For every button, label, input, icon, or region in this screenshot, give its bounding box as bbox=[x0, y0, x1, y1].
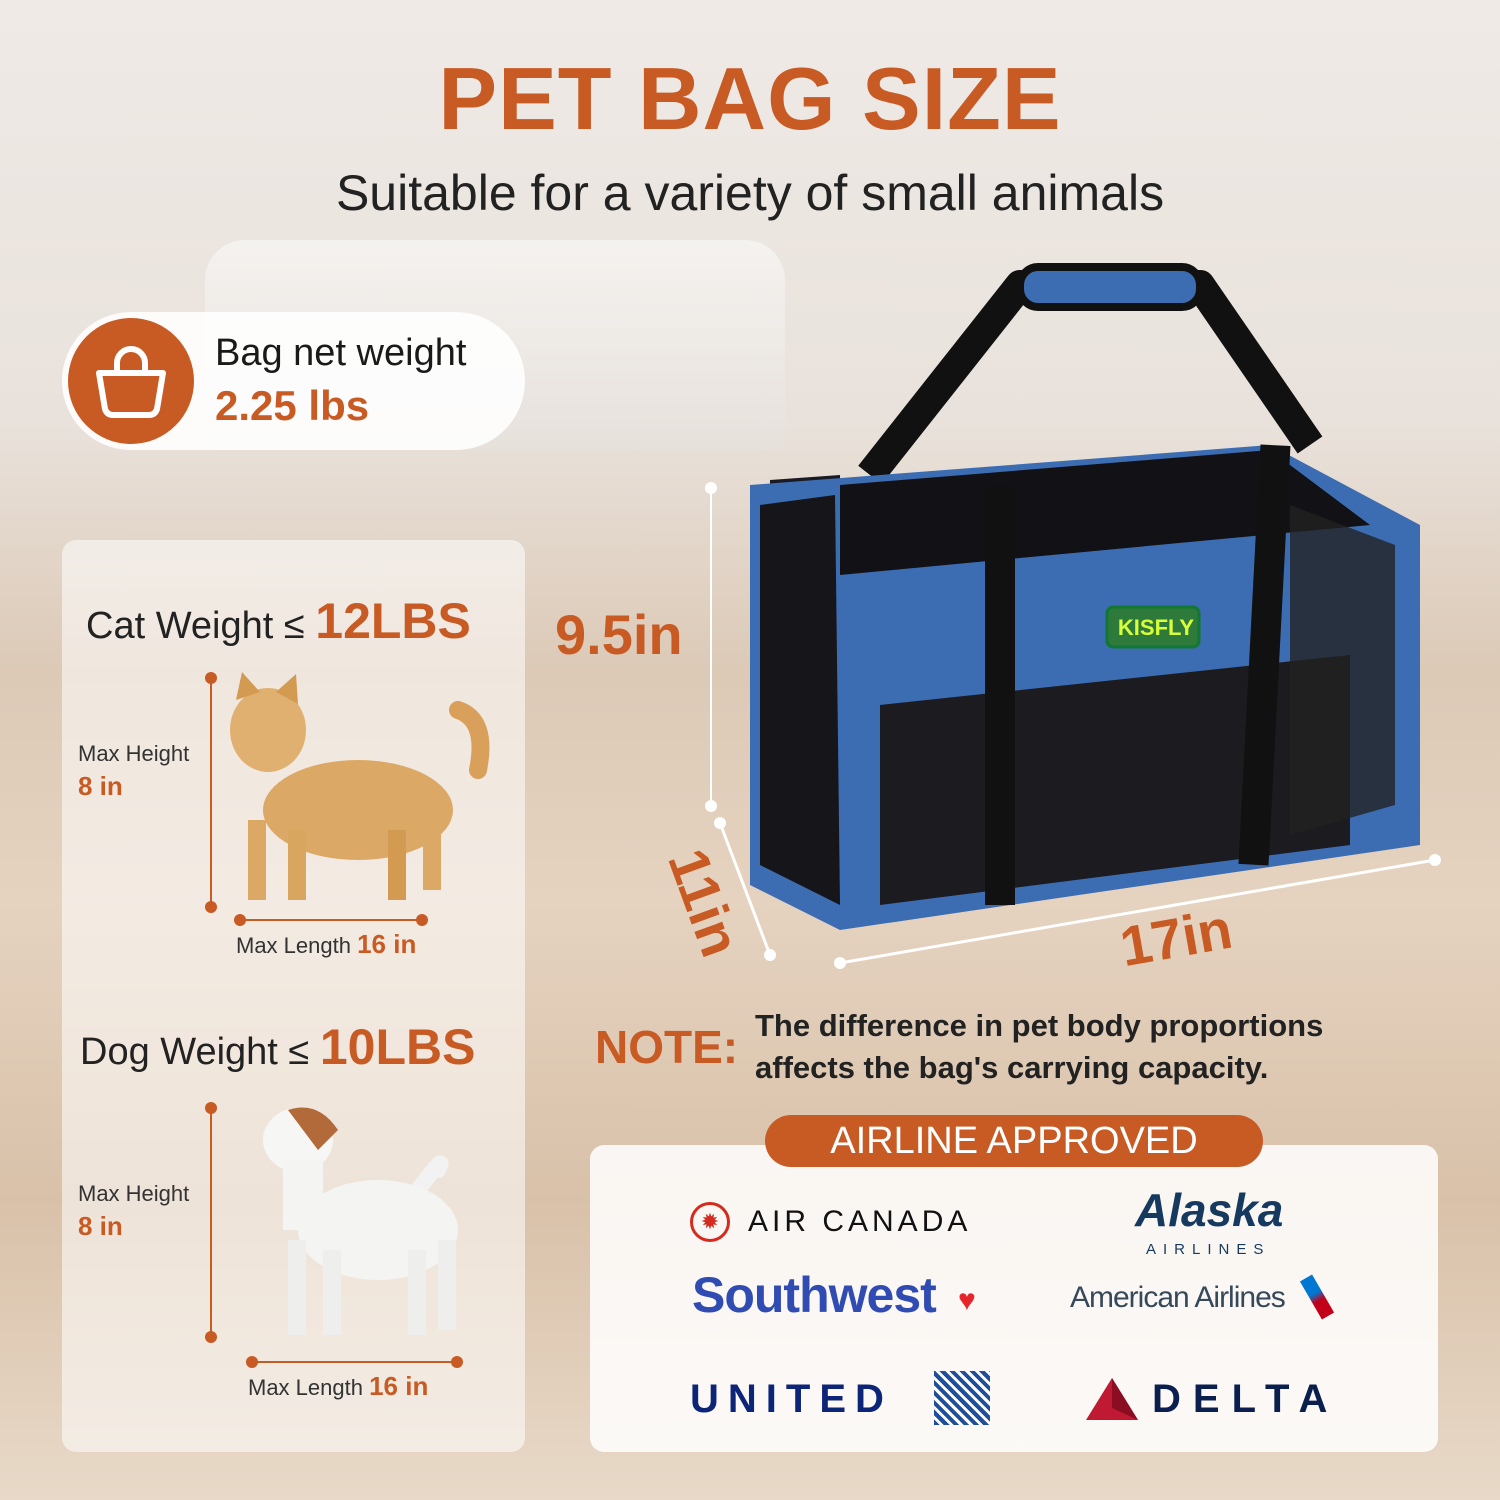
note-text: The difference in pet body proportions af… bbox=[755, 1008, 1324, 1085]
logo-alaska-airlines: AIRLINES bbox=[1146, 1241, 1271, 1258]
maple-leaf-icon: ✹ bbox=[690, 1202, 730, 1242]
cat-weight: Cat Weight ≤ 12LBS bbox=[86, 593, 471, 649]
delta-widget-icon bbox=[1086, 1378, 1138, 1420]
brand-logo: KISFLY bbox=[1117, 615, 1195, 640]
weight-value: 2.25 lbs bbox=[215, 382, 370, 429]
page-subtitle: Suitable for a variety of small animals bbox=[335, 165, 1165, 221]
dot bbox=[234, 914, 246, 926]
note-label: NOTE: bbox=[595, 1021, 739, 1073]
logo-united: UNITED bbox=[690, 1377, 893, 1421]
logo-alaska: Alaska bbox=[1135, 1184, 1284, 1236]
dot bbox=[205, 901, 217, 913]
dot bbox=[416, 914, 428, 926]
dog-image bbox=[263, 1107, 458, 1335]
cat-image bbox=[230, 672, 490, 900]
cat-height-line bbox=[210, 678, 212, 907]
dot bbox=[451, 1356, 463, 1368]
dog-height-line bbox=[210, 1108, 212, 1337]
dog-length-line bbox=[252, 1361, 457, 1363]
heart-icon: ♥ bbox=[958, 1284, 976, 1317]
dog-weight: Dog Weight ≤ 10LBS bbox=[80, 1019, 476, 1075]
dot bbox=[205, 672, 217, 684]
airline-approved-badge: AIRLINE APPROVED bbox=[765, 1115, 1263, 1167]
height-dimension-line bbox=[710, 488, 712, 806]
logo-southwest: Southwest bbox=[692, 1267, 937, 1323]
airline-panel bbox=[590, 1145, 1438, 1452]
dimension-lines bbox=[0, 0, 1500, 1000]
dot bbox=[205, 1102, 217, 1114]
page-title: PET BAG SIZE bbox=[438, 49, 1062, 148]
cat-max-height: Max Height 8 in bbox=[78, 741, 190, 801]
cat-length-line bbox=[240, 919, 422, 921]
logo-delta: DELTA bbox=[1152, 1377, 1340, 1421]
shopping-bag-icon bbox=[68, 318, 194, 444]
dot bbox=[246, 1356, 258, 1368]
cat-max-length: Max Length 16 in bbox=[236, 929, 417, 959]
pet-carrier-bag-image bbox=[750, 263, 1420, 930]
dog-max-length: Max Length 16 in bbox=[248, 1371, 429, 1401]
bag-height: 9.5in bbox=[555, 603, 683, 666]
dog-max-height: Max Height 8 in bbox=[78, 1181, 190, 1241]
dot bbox=[205, 1331, 217, 1343]
logo-air-canada: AIR CANADA bbox=[748, 1205, 972, 1238]
weight-label: Bag net weight bbox=[215, 332, 467, 374]
united-globe-icon bbox=[934, 1371, 990, 1425]
logo-american-airlines: American Airlines bbox=[1070, 1281, 1286, 1314]
